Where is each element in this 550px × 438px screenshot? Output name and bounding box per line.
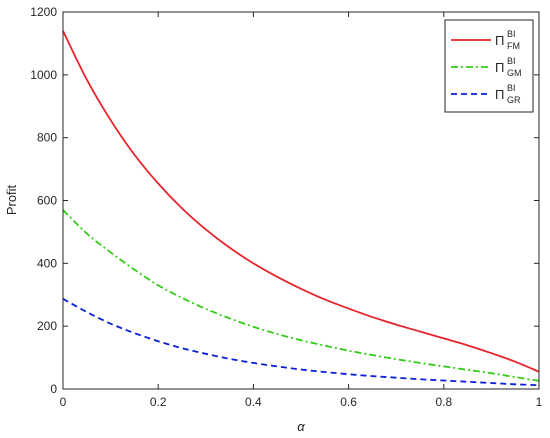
legend-label-symbol: Π (495, 60, 504, 75)
y-tick-label: 600 (37, 194, 57, 208)
legend-label-superscript: BI (507, 83, 516, 93)
legend-label-subscript: GR (507, 95, 521, 105)
legend-label-subscript: FM (507, 41, 520, 51)
legend-label-superscript: BI (507, 29, 516, 39)
legend-label-symbol: Π (495, 33, 504, 48)
legend-box (444, 19, 534, 113)
legend-label-subscript: GM (507, 68, 522, 78)
y-axis-ticks: 0 200 400 600 800 1000 1200 (30, 5, 539, 396)
series-layer (62, 30, 540, 387)
y-tick-label: 200 (37, 319, 57, 333)
x-tick-label: 1 (536, 395, 543, 409)
x-axis-ticks: 0 0.2 0.4 0.6 0.8 1 (60, 12, 543, 409)
y-axis-label: Profit (4, 184, 19, 215)
x-tick-label: 0.2 (150, 395, 167, 409)
series-line-fm (62, 30, 540, 373)
x-tick-label: 0.4 (245, 395, 262, 409)
x-tick-label: 0 (60, 395, 67, 409)
y-tick-label: 0 (50, 382, 57, 396)
x-tick-label: 0.8 (435, 395, 452, 409)
y-tick-label: 1200 (30, 5, 57, 19)
y-tick-label: 400 (37, 256, 57, 270)
legend-label-superscript: BI (507, 56, 516, 66)
y-tick-label: 800 (37, 131, 57, 145)
series-line-gm (62, 209, 540, 382)
legend-label-symbol: Π (495, 87, 504, 102)
x-tick-label: 0.6 (340, 395, 357, 409)
series-line-gr (62, 298, 540, 387)
y-tick-label: 1000 (30, 68, 57, 82)
x-axis-label: α (297, 419, 305, 434)
